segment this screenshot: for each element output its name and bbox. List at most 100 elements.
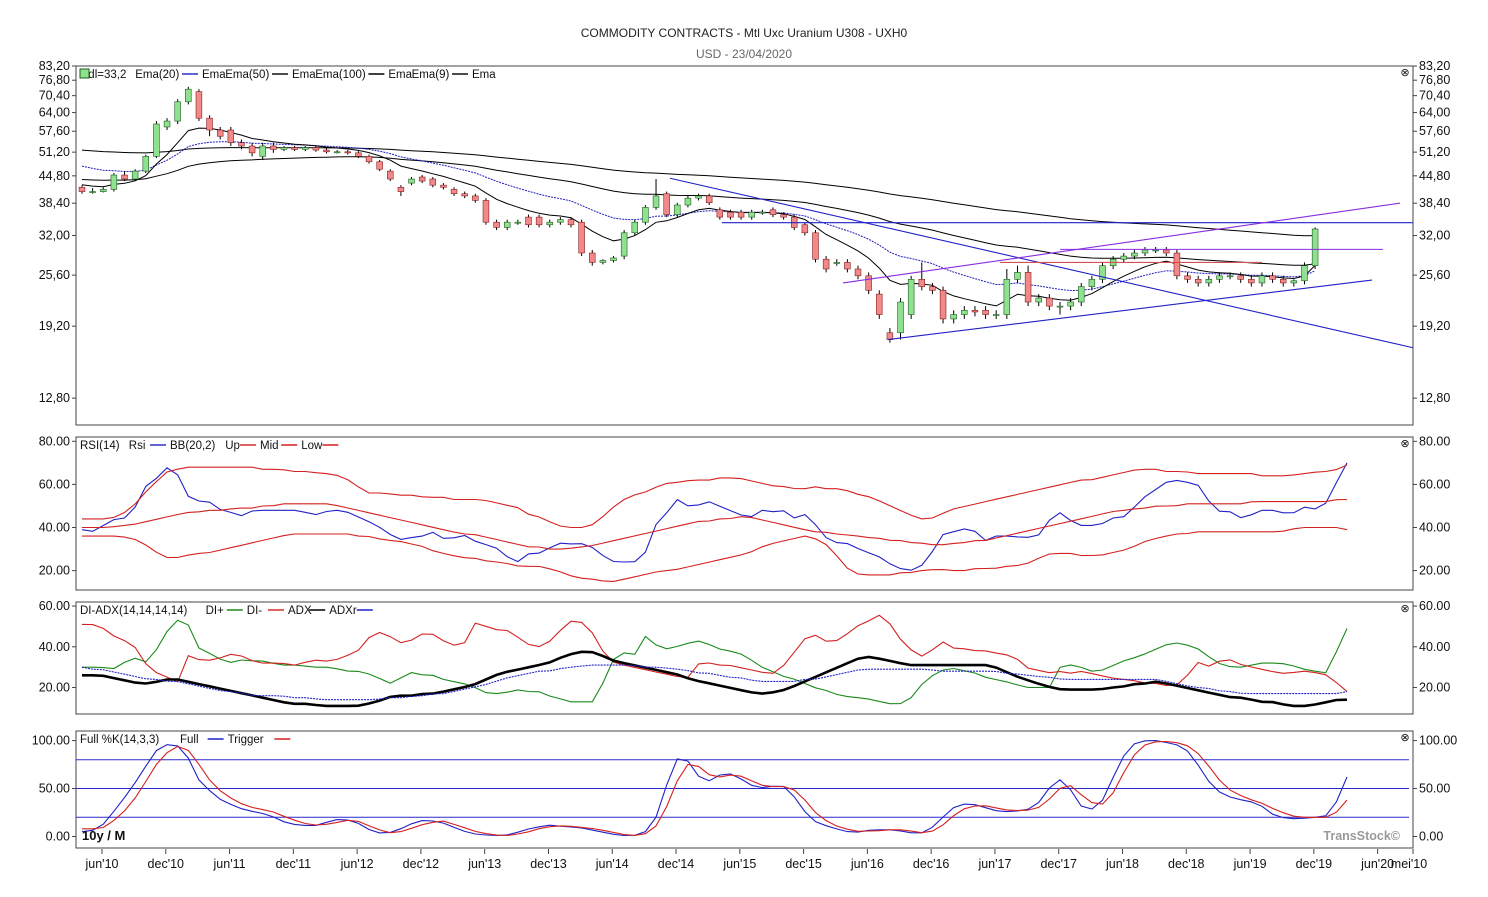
x-tick-label: dec'19 (1296, 857, 1332, 871)
rsi-legend-3: Up (225, 440, 240, 452)
candle-body (100, 189, 107, 192)
candle-body (992, 314, 1000, 316)
candle-body (546, 221, 553, 226)
candle-body (982, 309, 989, 315)
price-tick-label: 25,60 (39, 268, 70, 282)
candle-body (1056, 305, 1064, 308)
candle-body (408, 178, 415, 184)
candle-body (397, 186, 405, 192)
candle-body (620, 232, 628, 257)
candle-body (1078, 286, 1085, 303)
candle-body (227, 129, 235, 143)
price-legend-8: Ema (472, 69, 496, 81)
candle-legend-swatch (79, 68, 90, 79)
price-legend-4: Ema (292, 69, 316, 81)
price-tick-label: 64,00 (1419, 106, 1450, 120)
x-tick-label: jun'12 (340, 857, 374, 871)
candle-body (801, 224, 809, 234)
candle-body (822, 258, 830, 270)
stoch-legend-2: Trigger (228, 734, 264, 746)
candle-body (716, 209, 724, 218)
rsi-legend-5: Low (301, 440, 323, 452)
candle-body (918, 279, 926, 287)
price-legend-5: Ema(100) (315, 69, 366, 81)
candle-body (1258, 275, 1266, 284)
candle-body (78, 186, 86, 192)
rsi-series-up (82, 464, 1348, 529)
price-tick-label: 76,80 (39, 73, 70, 87)
candle-body (216, 129, 224, 137)
candle-body (1184, 275, 1191, 280)
candle-body (1194, 279, 1202, 284)
candle-body (259, 145, 266, 157)
adx-frame (75, 601, 1414, 715)
price-tick-label: 76,80 (1419, 73, 1450, 87)
candle-body (1269, 275, 1276, 280)
candle-body (1311, 228, 1319, 266)
x-tick-label: dec'11 (276, 857, 312, 871)
x-tick-label: jun'18 (1105, 857, 1139, 871)
candle-body (461, 193, 468, 197)
candle-body (1226, 275, 1234, 278)
candle-body (907, 279, 915, 315)
close-icon[interactable]: ⊗ (1400, 438, 1409, 450)
candle-body (1279, 279, 1287, 284)
ema9-line (81, 127, 1316, 307)
candle-body (769, 209, 777, 215)
candle-body (1035, 297, 1042, 303)
candle-body (429, 178, 437, 186)
adx-series-di (81, 614, 1348, 693)
price-tick-label: 70,40 (1419, 89, 1450, 103)
candle-body (1248, 279, 1255, 284)
candle-body (1290, 280, 1298, 284)
candle-body (248, 145, 256, 154)
candle-body (578, 221, 585, 254)
price-legend-0: Cdl=33,2 (80, 69, 126, 81)
adx-legend-0: DI-ADX(14,14,14,14) (80, 605, 188, 617)
ema100-line (81, 147, 1316, 237)
candle-body (365, 156, 373, 163)
price-tick-label: 44,80 (1419, 169, 1450, 183)
x-tick-label: dec'18 (1168, 857, 1204, 871)
candle-body (440, 184, 447, 188)
candle-body (557, 219, 564, 223)
price-tick-label: 83,20 (39, 59, 70, 73)
stoch-frame (75, 730, 1414, 849)
rsi-legend-0: RSI(14) (80, 440, 120, 452)
stoch-series-full (81, 740, 1348, 837)
candle-body (812, 232, 819, 260)
stoch-series-trigger (82, 740, 1348, 837)
candle-body (1205, 279, 1213, 284)
channel-upper (842, 202, 1401, 284)
rsi-tick-label: 60.00 (39, 477, 70, 491)
candle-body (1237, 275, 1244, 280)
candle-body (323, 149, 330, 153)
candle-body (153, 123, 160, 157)
adx-legend-2: DI- (247, 605, 262, 617)
candle-body (844, 262, 851, 270)
watermark: TransStock© (1323, 829, 1400, 843)
x-tick-label: jun'16 (850, 857, 884, 871)
close-icon[interactable]: ⊗ (1400, 603, 1409, 615)
adx-series-adx (82, 650, 1348, 708)
rsi-tick-label: 40.00 (39, 521, 70, 535)
candle-body (1131, 252, 1138, 257)
candle-body (705, 195, 713, 204)
close-icon[interactable]: ⊗ (1400, 732, 1409, 744)
candle-body (1141, 249, 1149, 254)
adx-tick-label: 60.00 (39, 599, 70, 613)
candle-body (1046, 297, 1053, 307)
stoch-legend-0: Full %K(14,3,3) (80, 734, 159, 746)
trendline-support (887, 279, 1373, 341)
candle-body (1301, 265, 1308, 282)
close-icon[interactable]: ⊗ (1400, 67, 1409, 79)
candle-body (472, 195, 479, 201)
candle-body (652, 195, 660, 208)
price-tick-label: 51,20 (1419, 145, 1450, 159)
candle-body (1152, 249, 1159, 252)
stoch-tick-label: 100.00 (1419, 734, 1457, 748)
candle-body (535, 216, 543, 226)
price-tick-label: 25,60 (1419, 268, 1450, 282)
candle-body (961, 309, 968, 315)
